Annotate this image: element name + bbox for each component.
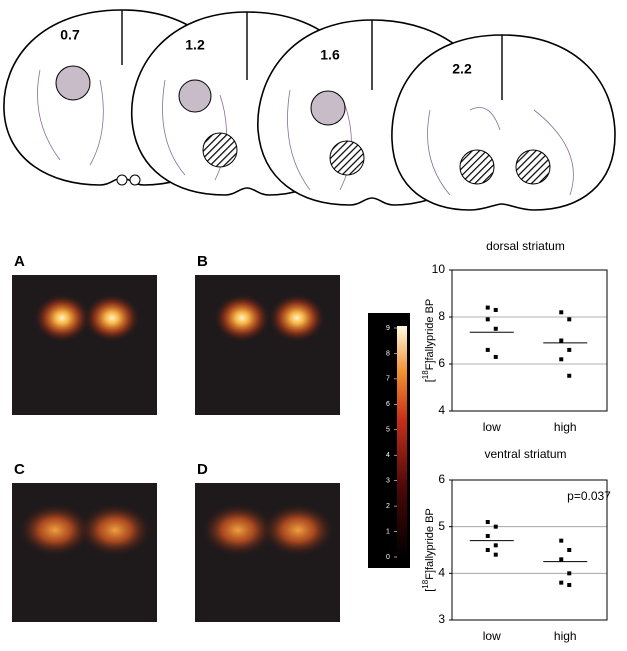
data-point (485, 347, 490, 352)
data-point (559, 580, 564, 585)
data-point (567, 373, 572, 378)
data-point (559, 310, 564, 315)
data-point (559, 357, 564, 362)
y-tick-label: 6 (438, 472, 445, 486)
plot-frame (451, 269, 608, 412)
data-point (567, 548, 572, 552)
data-point (559, 557, 564, 562)
x-tick-label: high (554, 629, 577, 643)
colorbar-tick-label: 6 (386, 401, 390, 408)
colorbar-tick-label: 8 (386, 350, 390, 357)
data-point (485, 520, 490, 524)
data-point (485, 548, 490, 552)
data-point (567, 583, 572, 587)
x-tick-label: low (483, 420, 501, 434)
plot-frame (451, 479, 608, 621)
data-point (493, 552, 498, 557)
colorbar-tick-label: 9 (386, 325, 390, 332)
y-axis-label-part: [ (424, 379, 436, 382)
pet-images (12, 275, 340, 622)
data-point (559, 538, 564, 543)
y-tick-label: 4 (438, 566, 445, 580)
data-point (567, 571, 572, 576)
chart-title: ventral striatum (484, 447, 566, 461)
y-axis-label-part: [ (424, 589, 436, 592)
data-point (493, 543, 498, 548)
x-tick-label: low (483, 629, 501, 643)
colorbar (397, 326, 407, 558)
section-label: 0.7 (60, 27, 80, 43)
annotation: p=0.037 (567, 489, 611, 503)
y-tick-label: 8 (438, 309, 445, 323)
panel-label: B (197, 253, 208, 270)
y-axis-label-part: 18 (421, 579, 430, 588)
chart-title: dorsal striatum (486, 239, 565, 253)
data-point (567, 347, 572, 352)
data-point (485, 317, 490, 322)
y-tick-label: 10 (432, 262, 446, 276)
brain-sections (3, 9, 616, 211)
data-point (493, 354, 498, 359)
y-tick-label: 5 (438, 519, 445, 533)
y-axis-label-part: F]fallypride BP (424, 508, 436, 580)
colorbar-tick-label: 3 (386, 478, 390, 485)
y-tick-label: 3 (438, 612, 445, 626)
y-tick-label: 6 (438, 356, 445, 370)
y-axis-label-part: 18 (421, 370, 430, 379)
data-point (493, 326, 498, 331)
colorbar-tick-label: 4 (386, 452, 390, 459)
section-label: 1.2 (185, 37, 205, 53)
panel-label: A (14, 253, 25, 270)
colorbar-tick-label: 7 (386, 376, 390, 383)
y-axis-label: [18F]fallypride BP (421, 299, 436, 383)
data-point (485, 534, 490, 538)
colorbar-tick-label: 2 (386, 503, 390, 510)
data-point (493, 524, 498, 529)
y-axis-label-part: F]fallypride BP (424, 299, 436, 371)
panel-label: D (197, 461, 208, 478)
data-point (485, 305, 490, 310)
y-tick-label: 4 (438, 403, 445, 417)
data-point (493, 307, 498, 312)
colorbar-tick-label: 5 (386, 427, 390, 434)
data-point (559, 338, 564, 343)
y-axis-label: [18F]fallypride BP (421, 508, 436, 592)
section-label: 2.2 (452, 61, 472, 77)
section-label: 1.6 (320, 47, 340, 63)
x-tick-label: high (554, 420, 577, 434)
colorbar-tick-label: 0 (386, 554, 390, 561)
colorbar-tick-label: 1 (386, 528, 390, 535)
data-point (567, 317, 572, 322)
panel-label: C (14, 461, 25, 478)
